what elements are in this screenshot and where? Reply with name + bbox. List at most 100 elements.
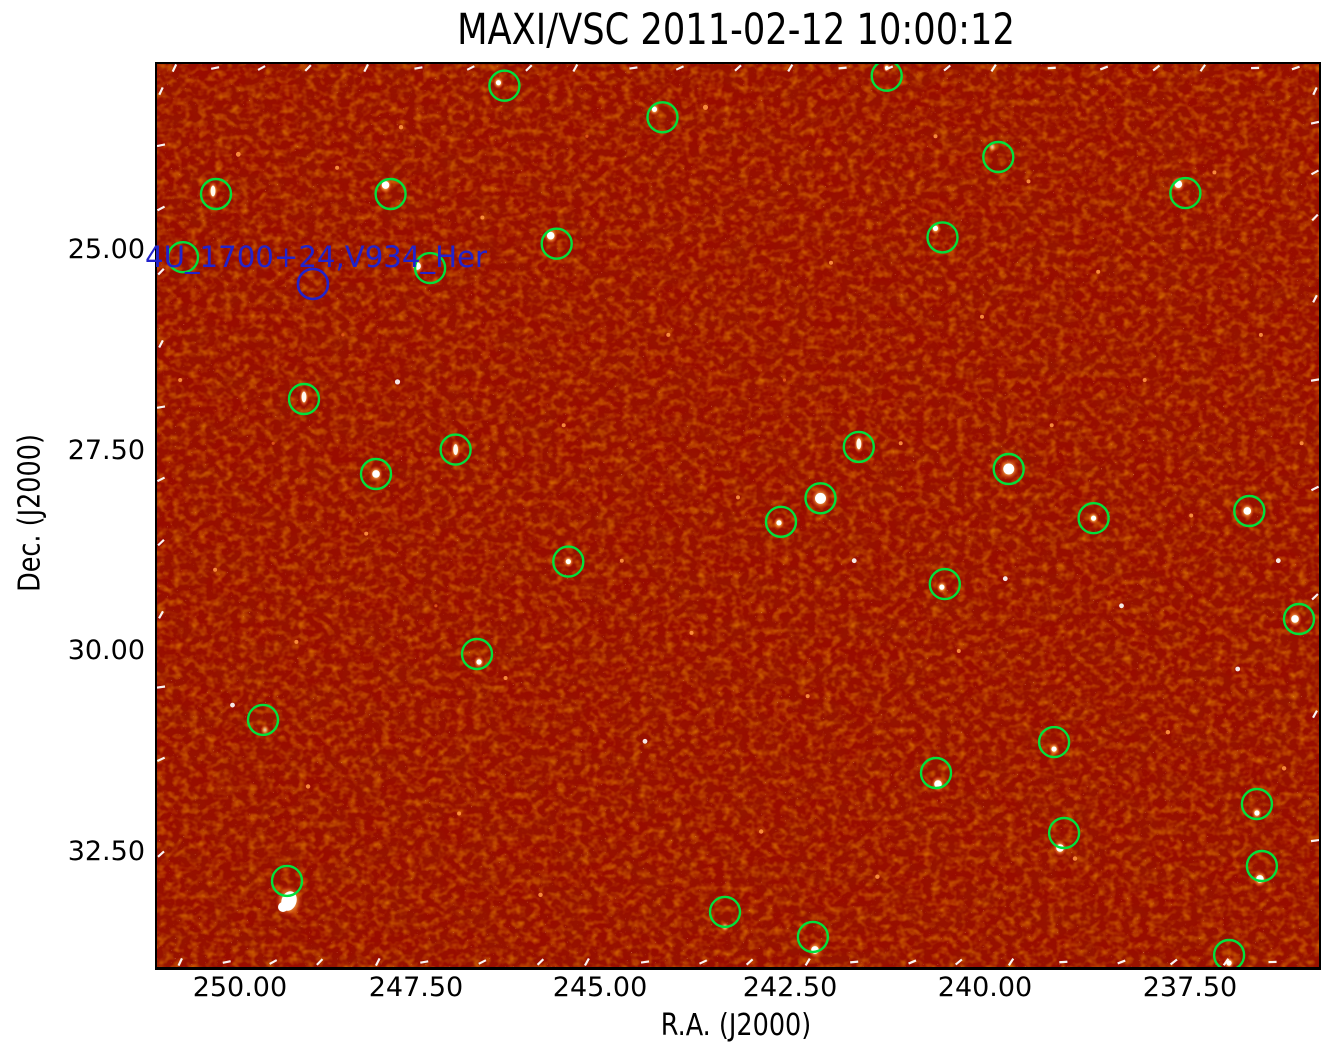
x-tick-label: 245.00 — [552, 972, 648, 1003]
edge-scan-mark — [787, 64, 794, 73]
bright-source-blob — [278, 901, 289, 912]
speckle — [875, 874, 880, 879]
y-axis-label-text: Dec. (J2000) — [12, 434, 48, 592]
edge-scan-marks — [157, 64, 1319, 967]
edge-scan-mark — [478, 959, 487, 965]
edge-scan-mark — [158, 86, 164, 96]
source-marker-circle — [919, 756, 953, 790]
edge-scan-mark — [908, 959, 917, 965]
edge-scan-mark — [1251, 66, 1260, 70]
edge-scan-mark — [171, 64, 178, 73]
y-tick-label: 27.50 — [67, 435, 145, 466]
source-marker-circle — [359, 457, 393, 491]
source-marker-circle — [1077, 502, 1110, 535]
xray-noise-background — [157, 64, 1319, 967]
source-core — [776, 520, 782, 526]
source-marker-circle — [928, 567, 961, 601]
speckle — [1281, 766, 1287, 771]
edge-scan-mark — [804, 957, 811, 967]
source-marker-circle — [488, 69, 521, 102]
figure-title: MAXI/VSC 2011-02-12 10:00:12 — [457, 5, 1015, 55]
source-core — [932, 225, 939, 231]
speckle — [1165, 730, 1171, 735]
edge-scan-mark — [943, 64, 951, 72]
source-core — [1003, 463, 1015, 475]
source-glow — [260, 724, 270, 736]
source-core — [1226, 960, 1232, 966]
source-marker-circle — [439, 433, 472, 466]
edge-scan-mark — [157, 205, 166, 212]
edge-scan-mark — [1291, 65, 1300, 71]
x-axis-label: R.A. (J2000) — [660, 1008, 812, 1043]
source-core — [1291, 615, 1299, 623]
speckle — [213, 567, 218, 572]
source-marker-circles — [166, 64, 1316, 967]
source-core — [495, 80, 502, 86]
y-tick-label: 32.50 — [67, 835, 145, 867]
speckle — [398, 125, 404, 130]
edge-scan-mark — [257, 65, 266, 71]
edge-scan-mark — [990, 64, 997, 72]
edge-scan-mark — [304, 64, 312, 72]
x-tick-label: 250.00 — [192, 972, 288, 1003]
edge-scan-mark — [850, 960, 859, 964]
speckle — [805, 694, 810, 699]
edge-scan-mark — [157, 850, 165, 858]
speckle — [851, 558, 857, 564]
edge-scan-mark — [572, 64, 579, 73]
edge-scan-mark — [1310, 169, 1319, 176]
edge-scan-mark — [157, 685, 166, 689]
source-core — [856, 438, 862, 450]
edge-scan-mark — [1059, 960, 1068, 964]
speckle — [178, 378, 183, 382]
edge-scan-mark — [157, 756, 166, 762]
source-marker-circle — [199, 177, 233, 211]
source-marker-circle — [992, 452, 1025, 486]
edge-scan-mark — [157, 268, 165, 276]
source-core — [476, 659, 482, 665]
x-tick-label: 242.50 — [742, 972, 838, 1003]
edge-scan-mark — [158, 339, 164, 349]
edge-scan-mark — [1268, 960, 1277, 964]
source-marker-circle — [1240, 787, 1274, 821]
source-core — [546, 231, 555, 240]
speckle — [1142, 378, 1147, 382]
source-core — [565, 558, 571, 565]
source-core — [372, 470, 380, 478]
edge-scan-mark — [1169, 958, 1178, 966]
edge-scan-mark — [269, 959, 278, 965]
source-core — [1254, 810, 1260, 816]
source-core — [1090, 515, 1097, 521]
source-marker-circle — [460, 637, 494, 671]
edge-scan-mark — [1199, 64, 1207, 72]
source-core — [453, 444, 459, 456]
source-core — [210, 185, 216, 197]
edge-scan-mark — [363, 64, 369, 73]
speckle — [341, 333, 345, 337]
speckle — [933, 134, 938, 139]
edge-scan-mark — [1099, 65, 1109, 71]
source-marker-circle — [1282, 602, 1316, 636]
edge-scan-mark — [210, 66, 220, 70]
source-core — [651, 106, 658, 112]
speckle — [1072, 856, 1078, 861]
edge-scan-mark — [745, 958, 754, 966]
source-marker-circle — [1212, 938, 1246, 967]
source-marker-circle — [287, 382, 321, 416]
speckle — [1275, 558, 1281, 564]
speckle — [230, 702, 235, 708]
source-core — [815, 492, 827, 504]
edge-scan-mark — [675, 65, 685, 71]
edge-scan-mark — [157, 539, 165, 547]
source-marker-circle — [708, 895, 742, 929]
speckle — [642, 738, 648, 744]
speckle — [1026, 179, 1031, 184]
x-tick-label: 237.50 — [1142, 972, 1238, 1003]
edge-scan-mark — [1312, 86, 1318, 96]
speckle — [434, 604, 438, 608]
speckle — [1002, 576, 1008, 582]
edge-scan-mark — [316, 958, 324, 966]
edge-scan-mark — [699, 959, 708, 965]
speckle — [305, 784, 311, 789]
edge-scan-mark — [466, 65, 475, 71]
